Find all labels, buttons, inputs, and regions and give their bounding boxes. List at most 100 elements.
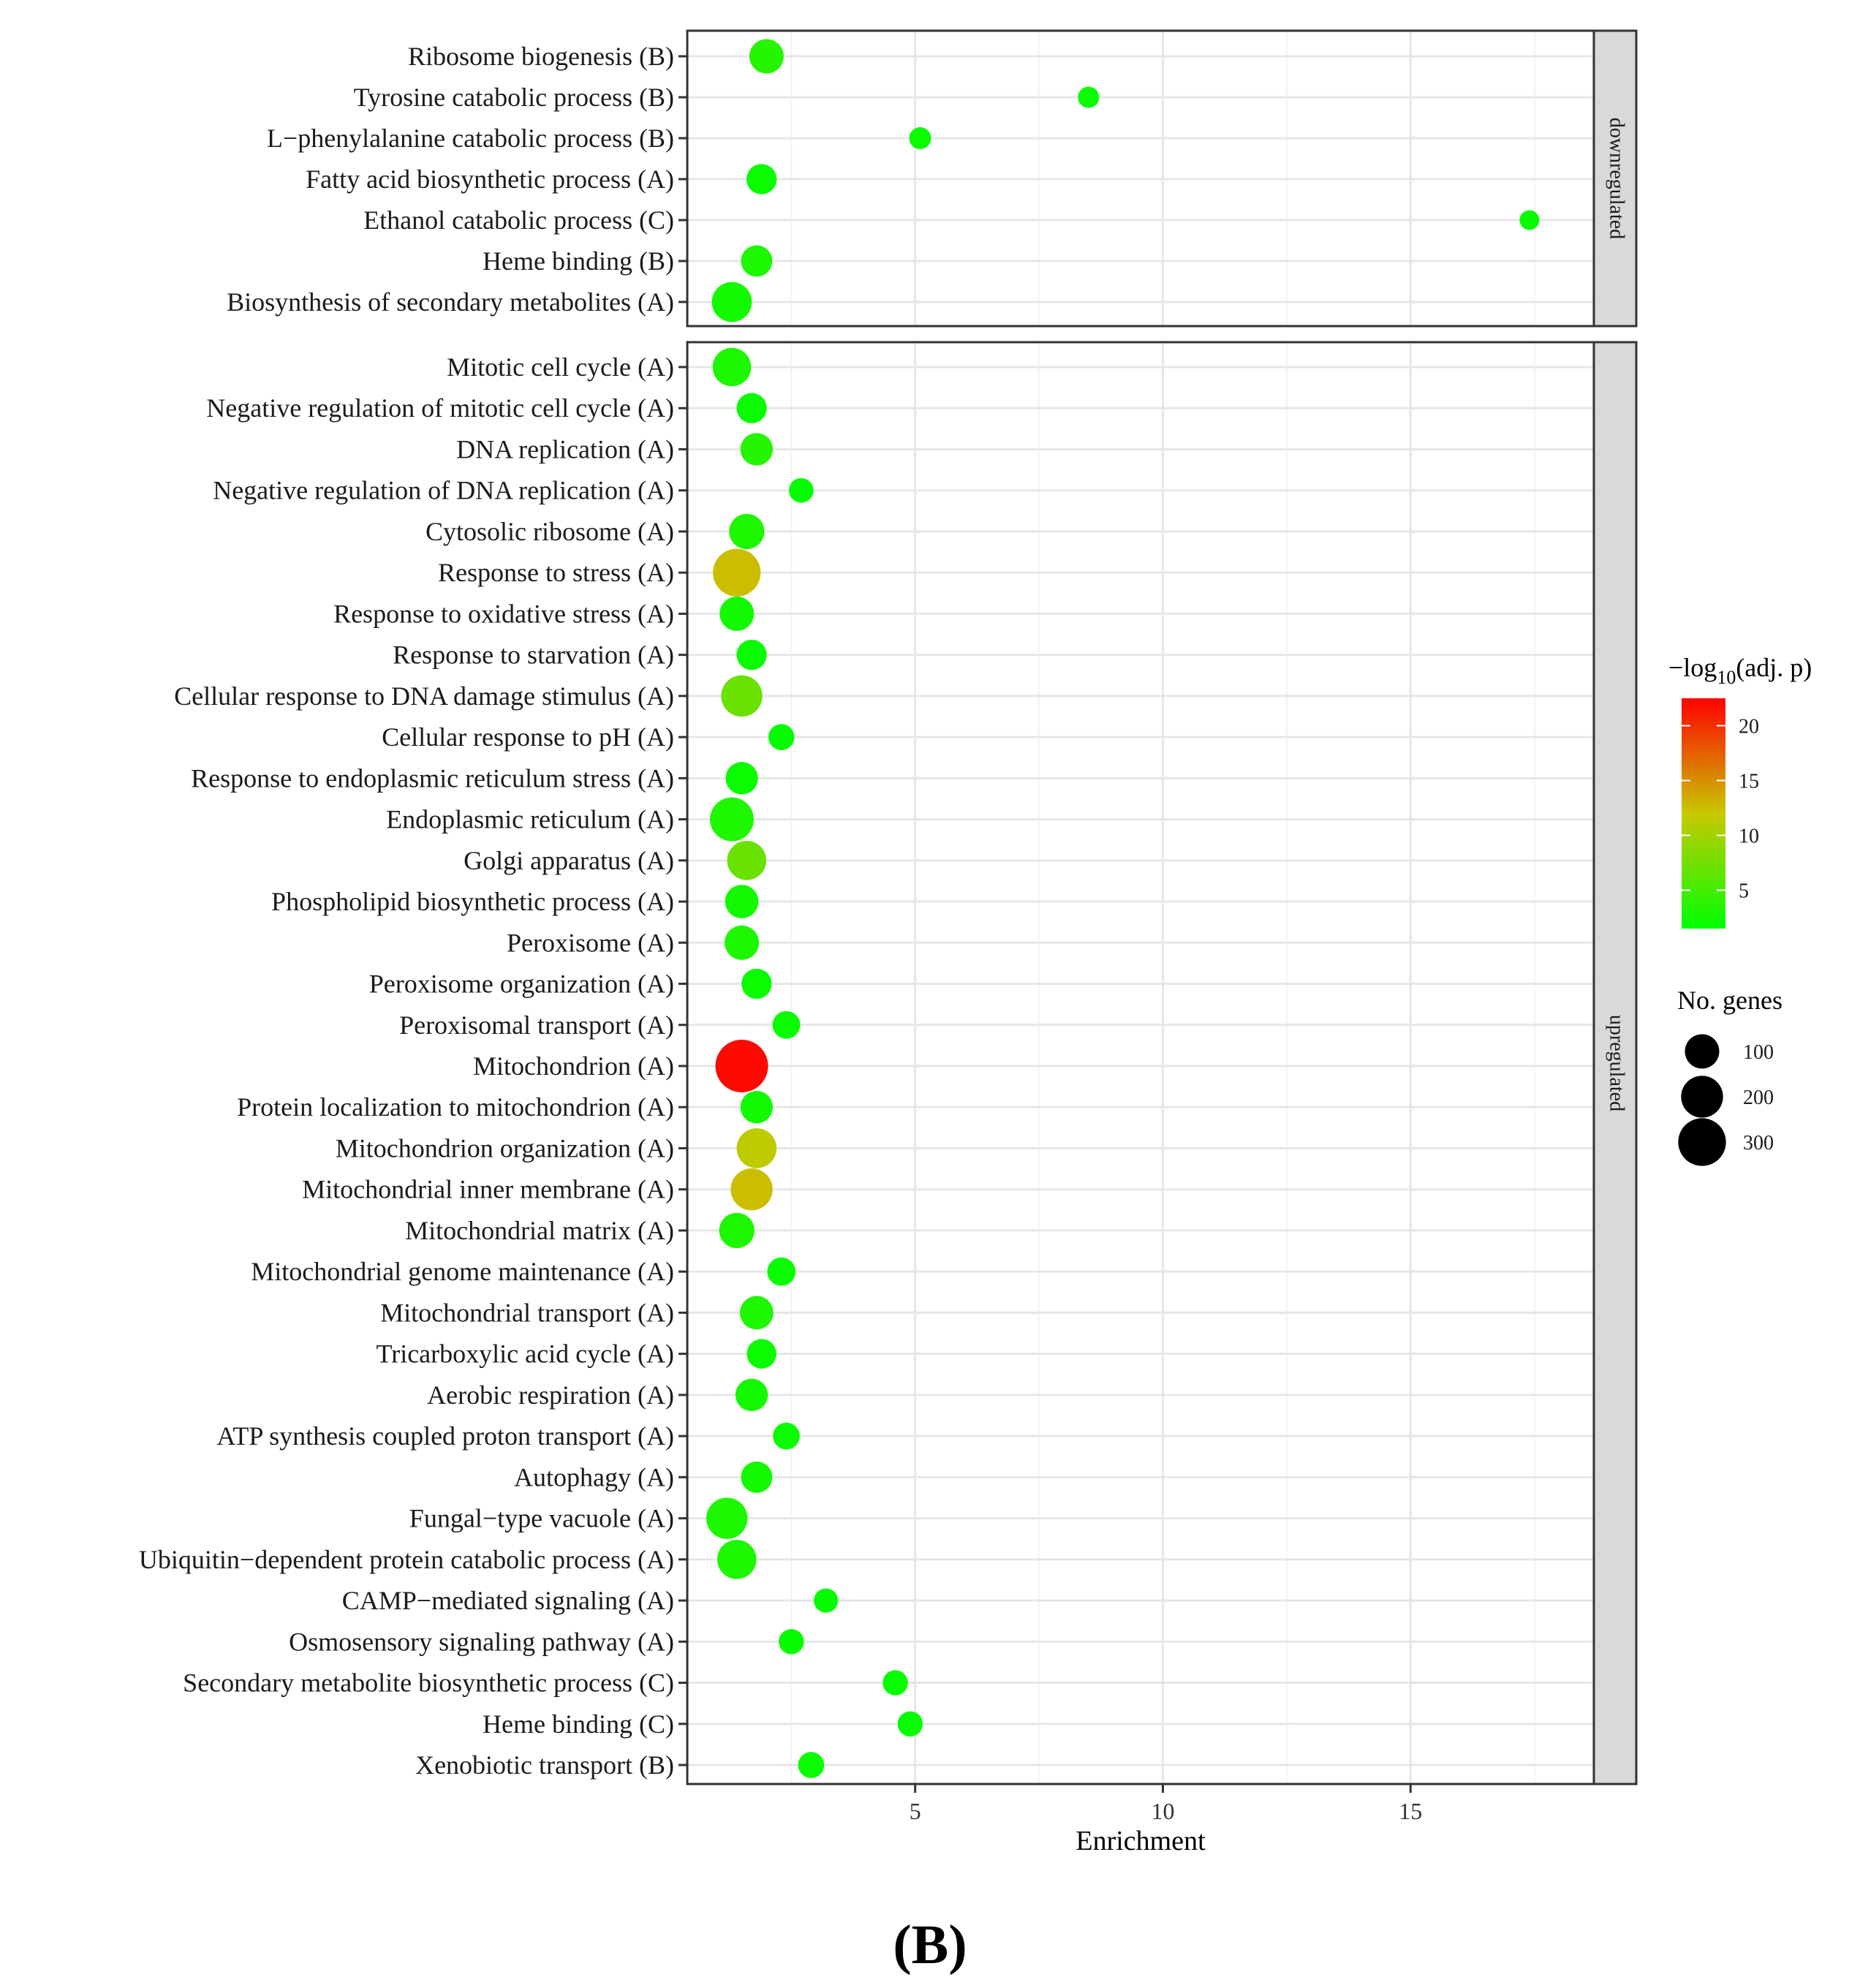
size-legend-dot [1685,1034,1720,1069]
data-point [741,245,773,277]
data-point [788,477,814,503]
data-point [909,127,931,149]
term-label: Ribosome biogenesis (B) [408,42,674,71]
data-point [710,797,754,842]
term-label: Response to oxidative stress (A) [333,599,674,628]
term-label: Mitochondrion (A) [473,1051,674,1081]
term-label: Heme binding (B) [483,246,674,276]
data-point [730,1168,773,1211]
data-point [746,164,777,194]
data-point [712,347,752,387]
term-label: Peroxisome (A) [507,928,674,957]
term-label: Biosynthesis of secondary metabolites (A… [227,287,674,317]
data-point [719,1212,755,1249]
term-label: Response to stress (A) [438,558,674,587]
term-label: Ethanol catabolic process (C) [363,205,674,235]
term-label: DNA replication (A) [456,434,674,464]
term-label: Protein localization to mitochondrion (A… [237,1092,674,1122]
data-point [729,513,765,550]
size-legend-dot [1681,1076,1723,1118]
data-point [736,393,767,423]
term-label: Endoplasmic reticulum (A) [386,805,674,834]
term-label: L−phenylalanine catabolic process (B) [267,124,674,153]
data-point [779,1629,804,1655]
data-point [736,1128,777,1168]
term-label: Secondary metabolite biosynthetic proces… [183,1668,674,1698]
colorbar-tick-label: 15 [1739,771,1759,793]
term-label: Negative regulation of mitotic cell cycl… [206,393,674,423]
x-axis-title: Enrichment [1075,1826,1206,1856]
x-tick-label: 5 [910,1798,921,1824]
term-label: Mitochondrion organization (A) [336,1133,674,1163]
size-legend-label: 200 [1743,1086,1774,1109]
term-label: Heme binding (C) [483,1709,674,1739]
size-legend-dot [1678,1118,1726,1166]
term-label: Tricarboxylic acid cycle (A) [376,1339,674,1369]
facet-panel-upregulated: Mitotic cell cycle (A) Negative regulatio… [139,341,1638,1785]
colorbar-tick-label: 10 [1739,825,1759,848]
colorbar [1682,698,1725,929]
term-label: Xenobiotic transport (B) [415,1750,674,1780]
size-legend-label: 300 [1743,1132,1774,1154]
data-point [897,1711,923,1737]
data-point [741,1461,773,1493]
x-tick-label: 15 [1399,1798,1422,1824]
data-point [746,1339,776,1369]
term-label: Cytosolic ribosome (A) [426,517,674,546]
data-point [814,1588,839,1613]
data-point [767,1257,796,1286]
term-label: ATP synthesis coupled proton transport (… [216,1421,674,1451]
data-point [768,724,795,750]
data-point [721,675,763,717]
data-point [706,1497,748,1539]
term-label: Peroxisome organization (A) [369,970,674,999]
data-point [772,1010,801,1039]
facet-strip [1592,341,1638,1785]
data-point [725,925,760,960]
data-point [711,281,752,322]
term-label: Cellular response to pH (A) [382,722,674,752]
facet-strip-label: downregulated [1606,118,1628,239]
term-label: Cellular response to DNA damage stimulus… [174,681,674,711]
panel-background [687,342,1594,1784]
term-label: Peroxisomal transport (A) [399,1010,674,1040]
data-point [749,39,784,74]
term-label: Golgi apparatus (A) [464,846,674,875]
term-label: Autophagy (A) [514,1462,674,1492]
term-label: Negative regulation of DNA replication (… [213,476,674,505]
size-legend-label: 100 [1743,1041,1774,1064]
data-point [736,639,767,670]
term-label: Mitochondrial matrix (A) [405,1216,674,1245]
data-point [717,1540,757,1579]
data-point [715,1039,768,1092]
term-label: CAMP−mediated signaling (A) [342,1586,674,1615]
facet-strip-label: upregulated [1606,1015,1628,1111]
facet-strip [1592,29,1638,328]
data-point [798,1752,825,1778]
data-point [727,841,767,880]
term-label: Aerobic respiration (A) [427,1380,674,1410]
term-label: Mitochondrial transport (A) [380,1298,674,1327]
size-legend-title: No. genes [1677,986,1782,1015]
term-label: Mitochondrial inner membrane (A) [302,1175,674,1204]
term-label: Ubiquitin−dependent protein catabolic pr… [139,1545,674,1574]
data-point [773,1422,800,1450]
data-point [725,885,759,918]
data-point [740,1091,774,1124]
term-label: Osmosensory signaling pathway (A) [289,1627,674,1656]
data-point [741,968,772,999]
data-point [740,1296,774,1330]
data-point [740,433,774,466]
term-label: Mitochondrial genome maintenance (A) [251,1257,674,1286]
data-point [882,1670,908,1696]
data-point [719,596,755,631]
term-label: Tyrosine catabolic process (B) [354,83,674,112]
figure-panel-label: (B) [893,1914,967,1976]
term-label: Fungal−type vacuole (A) [409,1504,674,1533]
term-label: Phospholipid biosynthetic process (A) [271,887,674,916]
colorbar-tick-label: 20 [1739,716,1759,738]
facet-panel-downregulated: Ribosome biogenesis (B) Tyrosine cataboli… [227,29,1638,328]
term-label: Mitotic cell cycle (A) [447,352,674,382]
term-label: Response to starvation (A) [393,640,674,670]
